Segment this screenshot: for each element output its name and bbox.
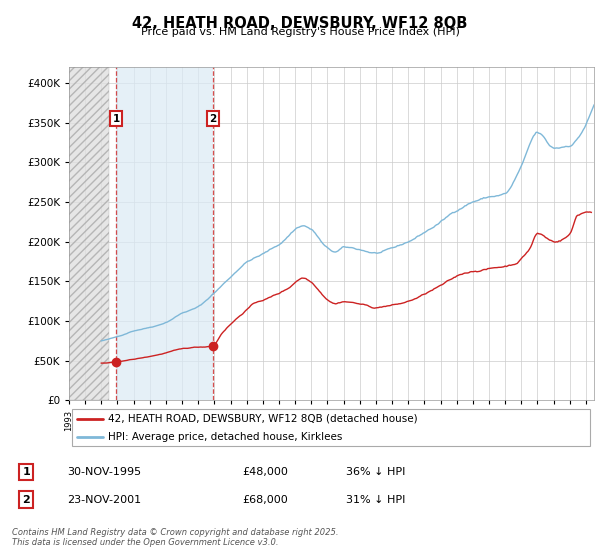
Text: £48,000: £48,000 <box>242 467 288 477</box>
Text: Contains HM Land Registry data © Crown copyright and database right 2025.
This d: Contains HM Land Registry data © Crown c… <box>12 528 338 547</box>
Text: 31% ↓ HPI: 31% ↓ HPI <box>346 494 406 505</box>
Text: Price paid vs. HM Land Registry's House Price Index (HPI): Price paid vs. HM Land Registry's House … <box>140 27 460 37</box>
Text: 42, HEATH ROAD, DEWSBURY, WF12 8QB (detached house): 42, HEATH ROAD, DEWSBURY, WF12 8QB (deta… <box>109 414 418 424</box>
Text: 1: 1 <box>23 467 30 477</box>
Text: 30-NOV-1995: 30-NOV-1995 <box>67 467 141 477</box>
FancyBboxPatch shape <box>71 409 590 446</box>
Text: 2: 2 <box>23 494 30 505</box>
Text: 2: 2 <box>209 114 217 124</box>
Text: 1: 1 <box>113 114 120 124</box>
Text: 42, HEATH ROAD, DEWSBURY, WF12 8QB: 42, HEATH ROAD, DEWSBURY, WF12 8QB <box>133 16 467 31</box>
Text: 23-NOV-2001: 23-NOV-2001 <box>67 494 141 505</box>
Text: 36% ↓ HPI: 36% ↓ HPI <box>346 467 406 477</box>
Text: HPI: Average price, detached house, Kirklees: HPI: Average price, detached house, Kirk… <box>109 432 343 442</box>
Bar <box>116 67 213 400</box>
Bar <box>69 67 109 400</box>
Text: £68,000: £68,000 <box>242 494 288 505</box>
